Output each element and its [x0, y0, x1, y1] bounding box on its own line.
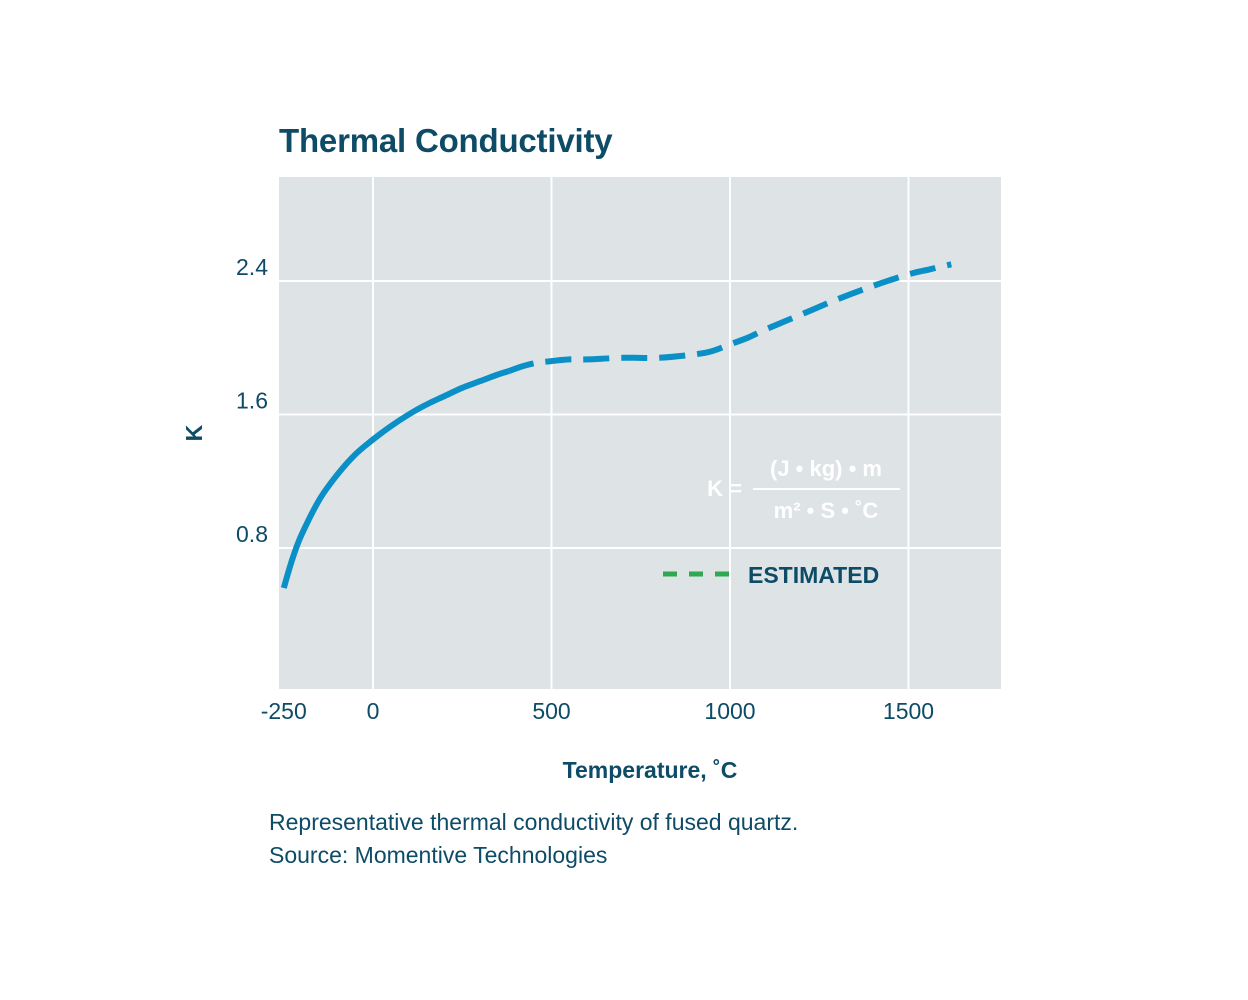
chart-caption: Representative thermal conductivity of f…	[269, 806, 798, 872]
x-axis-label: Temperature, ˚C	[562, 757, 738, 783]
x-tick-label: 1500	[883, 698, 934, 724]
formula-lhs: K =	[707, 476, 742, 501]
caption-source: Source: Momentive Technologies	[269, 842, 608, 868]
y-tick-label: 1.6	[236, 388, 268, 414]
x-tick-label: 1000	[704, 698, 755, 724]
y-axis-label: K	[181, 424, 207, 441]
legend: ESTIMATED	[663, 562, 879, 588]
x-tick-label: 0	[367, 698, 380, 724]
y-tick-label: 2.4	[236, 254, 268, 280]
formula-annotation: K = (J • kg) • m m² • S • ˚C	[707, 456, 900, 523]
y-tick-labels: 0.8 1.6 2.4	[236, 254, 268, 547]
legend-label: ESTIMATED	[748, 562, 879, 588]
estimated-series-line	[507, 261, 952, 374]
measured-series-line	[280, 368, 510, 589]
y-tick-label: 0.8	[236, 521, 268, 547]
chart-title: Thermal Conductivity	[279, 122, 613, 159]
series-lines	[280, 261, 952, 589]
formula-denominator: m² • S • ˚C	[774, 498, 879, 523]
formula-numerator: (J • kg) • m	[770, 456, 882, 481]
plot-background	[279, 177, 1001, 689]
x-tick-labels: -250 0 500 1000 1500	[261, 698, 934, 724]
caption-description: Representative thermal conductivity of f…	[269, 809, 799, 835]
x-tick-label: -250	[261, 698, 307, 724]
x-tick-label: 500	[532, 698, 570, 724]
